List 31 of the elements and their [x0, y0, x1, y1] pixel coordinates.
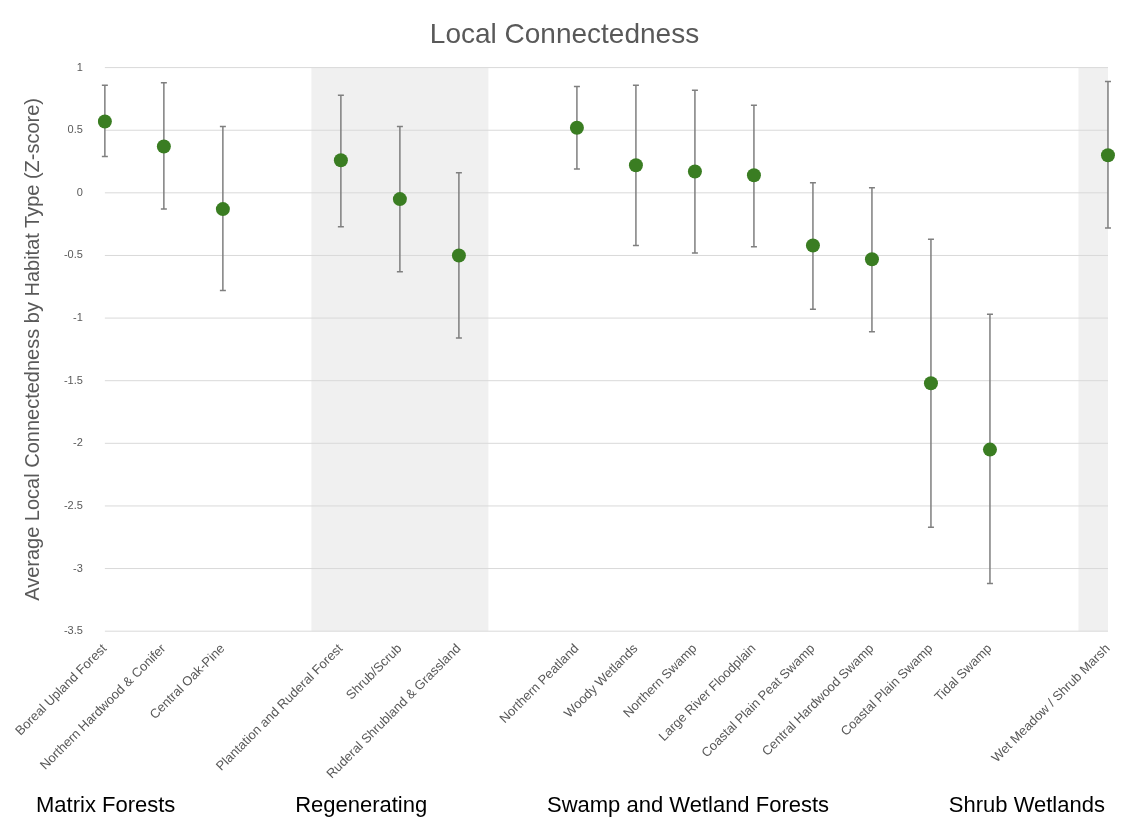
point: [628, 158, 643, 173]
point: [215, 202, 230, 217]
text: Shrub Wetlands: [948, 792, 1105, 819]
y-tick-label: 0: [76, 185, 83, 198]
point: [746, 168, 761, 183]
y-tick-label: -3: [73, 561, 83, 574]
y-tick-label: -2.5: [63, 498, 83, 511]
point: [864, 252, 879, 267]
point: [156, 139, 171, 154]
text: Regenerating: [295, 792, 428, 819]
y-tick-label: -2: [73, 436, 83, 449]
chart-title: Local Connectedness: [429, 17, 700, 49]
y-tick-label: 1: [76, 60, 83, 73]
point: [687, 164, 702, 179]
y-axis-title: Average Local Connectedness by Habitat Type (Z-score): [21, 97, 44, 601]
text: Swamp and Wetland Forests: [547, 792, 830, 819]
point: [451, 248, 466, 263]
point: [569, 120, 584, 135]
point: [805, 238, 820, 253]
point: [97, 114, 112, 129]
point: [392, 192, 407, 207]
y-tick-label: -1: [73, 311, 83, 324]
text: Matrix Forests: [36, 792, 176, 819]
point: [923, 376, 938, 391]
point: [982, 442, 997, 457]
y-tick-label: -1.5: [63, 373, 83, 386]
point: [333, 153, 348, 168]
y-tick-label: -3.5: [63, 624, 83, 637]
y-tick-label: 0.5: [67, 123, 83, 136]
y-tick-label: -0.5: [63, 248, 83, 261]
point: [1100, 148, 1115, 163]
